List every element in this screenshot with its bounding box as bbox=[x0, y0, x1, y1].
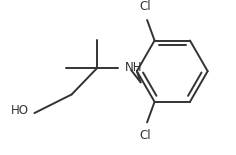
Text: NH: NH bbox=[125, 61, 142, 74]
Text: HO: HO bbox=[11, 104, 29, 117]
Text: Cl: Cl bbox=[139, 0, 151, 13]
Text: Cl: Cl bbox=[139, 129, 151, 142]
